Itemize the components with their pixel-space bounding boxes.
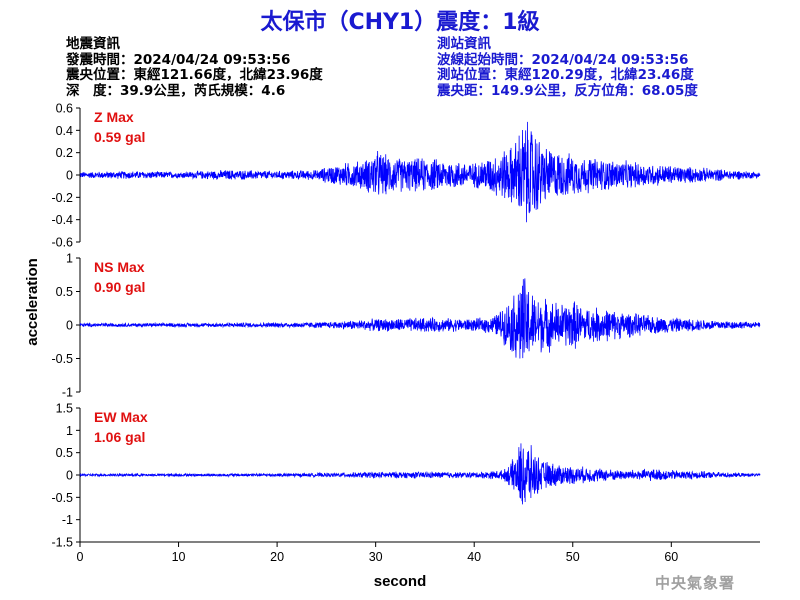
chart-title: 太保市（CHY1）震度：1級 — [260, 10, 540, 35]
x-tick-label: 10 — [172, 550, 186, 564]
x-tick-label: 40 — [467, 550, 481, 564]
origin-time: 發震時間：2024/04/24 09:53:56 — [66, 51, 291, 68]
y-tick-label: 1 — [66, 424, 73, 438]
y-tick-label: 0 — [66, 319, 73, 333]
max-label-NS: NS Max — [94, 259, 145, 275]
waveform-EW — [79, 443, 761, 505]
y-tick-label: -0.6 — [51, 236, 73, 250]
y-tick-label: 0.5 — [56, 446, 73, 460]
station-location: 測站位置：東經120.29度，北緯23.46度 — [437, 67, 694, 83]
wave-start-time: 波線起始時間：2024/04/24 09:53:56 — [437, 51, 689, 68]
y-tick-label: 0.5 — [56, 285, 73, 299]
y-tick-label: -1.5 — [51, 536, 73, 550]
agency-watermark: 中央氣象署 — [655, 574, 736, 592]
epicenter-distance-azimuth: 震央距：149.9公里，反方位角：68.05度 — [437, 82, 698, 99]
y-tick-label: 1 — [66, 252, 73, 266]
epicenter-location: 震央位置：東經121.66度，北緯23.96度 — [66, 67, 323, 83]
y-tick-label: 0.4 — [56, 124, 73, 138]
station-info-heading: 測站資訊 — [437, 36, 491, 52]
max-value-Z: 0.59 gal — [94, 129, 145, 145]
y-axis-label: acceleration — [24, 258, 41, 346]
x-axis-label: second — [374, 573, 427, 590]
max-value-NS: 0.90 gal — [94, 279, 145, 295]
y-tick-label: 0 — [66, 169, 73, 183]
x-tick-label: 30 — [369, 550, 383, 564]
y-tick-label: 0 — [66, 469, 73, 483]
max-label-EW: EW Max — [94, 409, 148, 425]
y-tick-label: -1 — [62, 386, 73, 400]
waveform-Z — [79, 121, 761, 223]
x-tick-label: 0 — [77, 550, 84, 564]
max-label-Z: Z Max — [94, 109, 134, 125]
y-tick-label: -1 — [62, 513, 73, 527]
y-tick-label: -0.4 — [51, 213, 73, 227]
waveform-NS — [79, 278, 761, 359]
quake-info-heading: 地震資訊 — [66, 36, 120, 52]
y-tick-label: 0.6 — [56, 102, 73, 116]
max-value-EW: 1.06 gal — [94, 429, 145, 445]
quake-info-block: 地震資訊 發震時間：2024/04/24 09:53:56 震央位置：東經121… — [66, 36, 323, 99]
x-tick-label: 60 — [664, 550, 678, 564]
x-tick-label: 50 — [566, 550, 580, 564]
x-tick-label: 20 — [270, 550, 284, 564]
depth-magnitude: 深 度：39.9公里，芮氏規模：4.6 — [66, 82, 286, 99]
y-tick-label: -0.5 — [51, 352, 73, 366]
station-info-block: 測站資訊 波線起始時間：2024/04/24 09:53:56 測站位置：東經1… — [437, 36, 698, 99]
y-tick-label: -0.2 — [51, 191, 73, 205]
y-tick-label: -0.5 — [51, 491, 73, 505]
y-tick-label: 0.2 — [56, 146, 73, 160]
y-tick-label: 1.5 — [56, 402, 73, 416]
